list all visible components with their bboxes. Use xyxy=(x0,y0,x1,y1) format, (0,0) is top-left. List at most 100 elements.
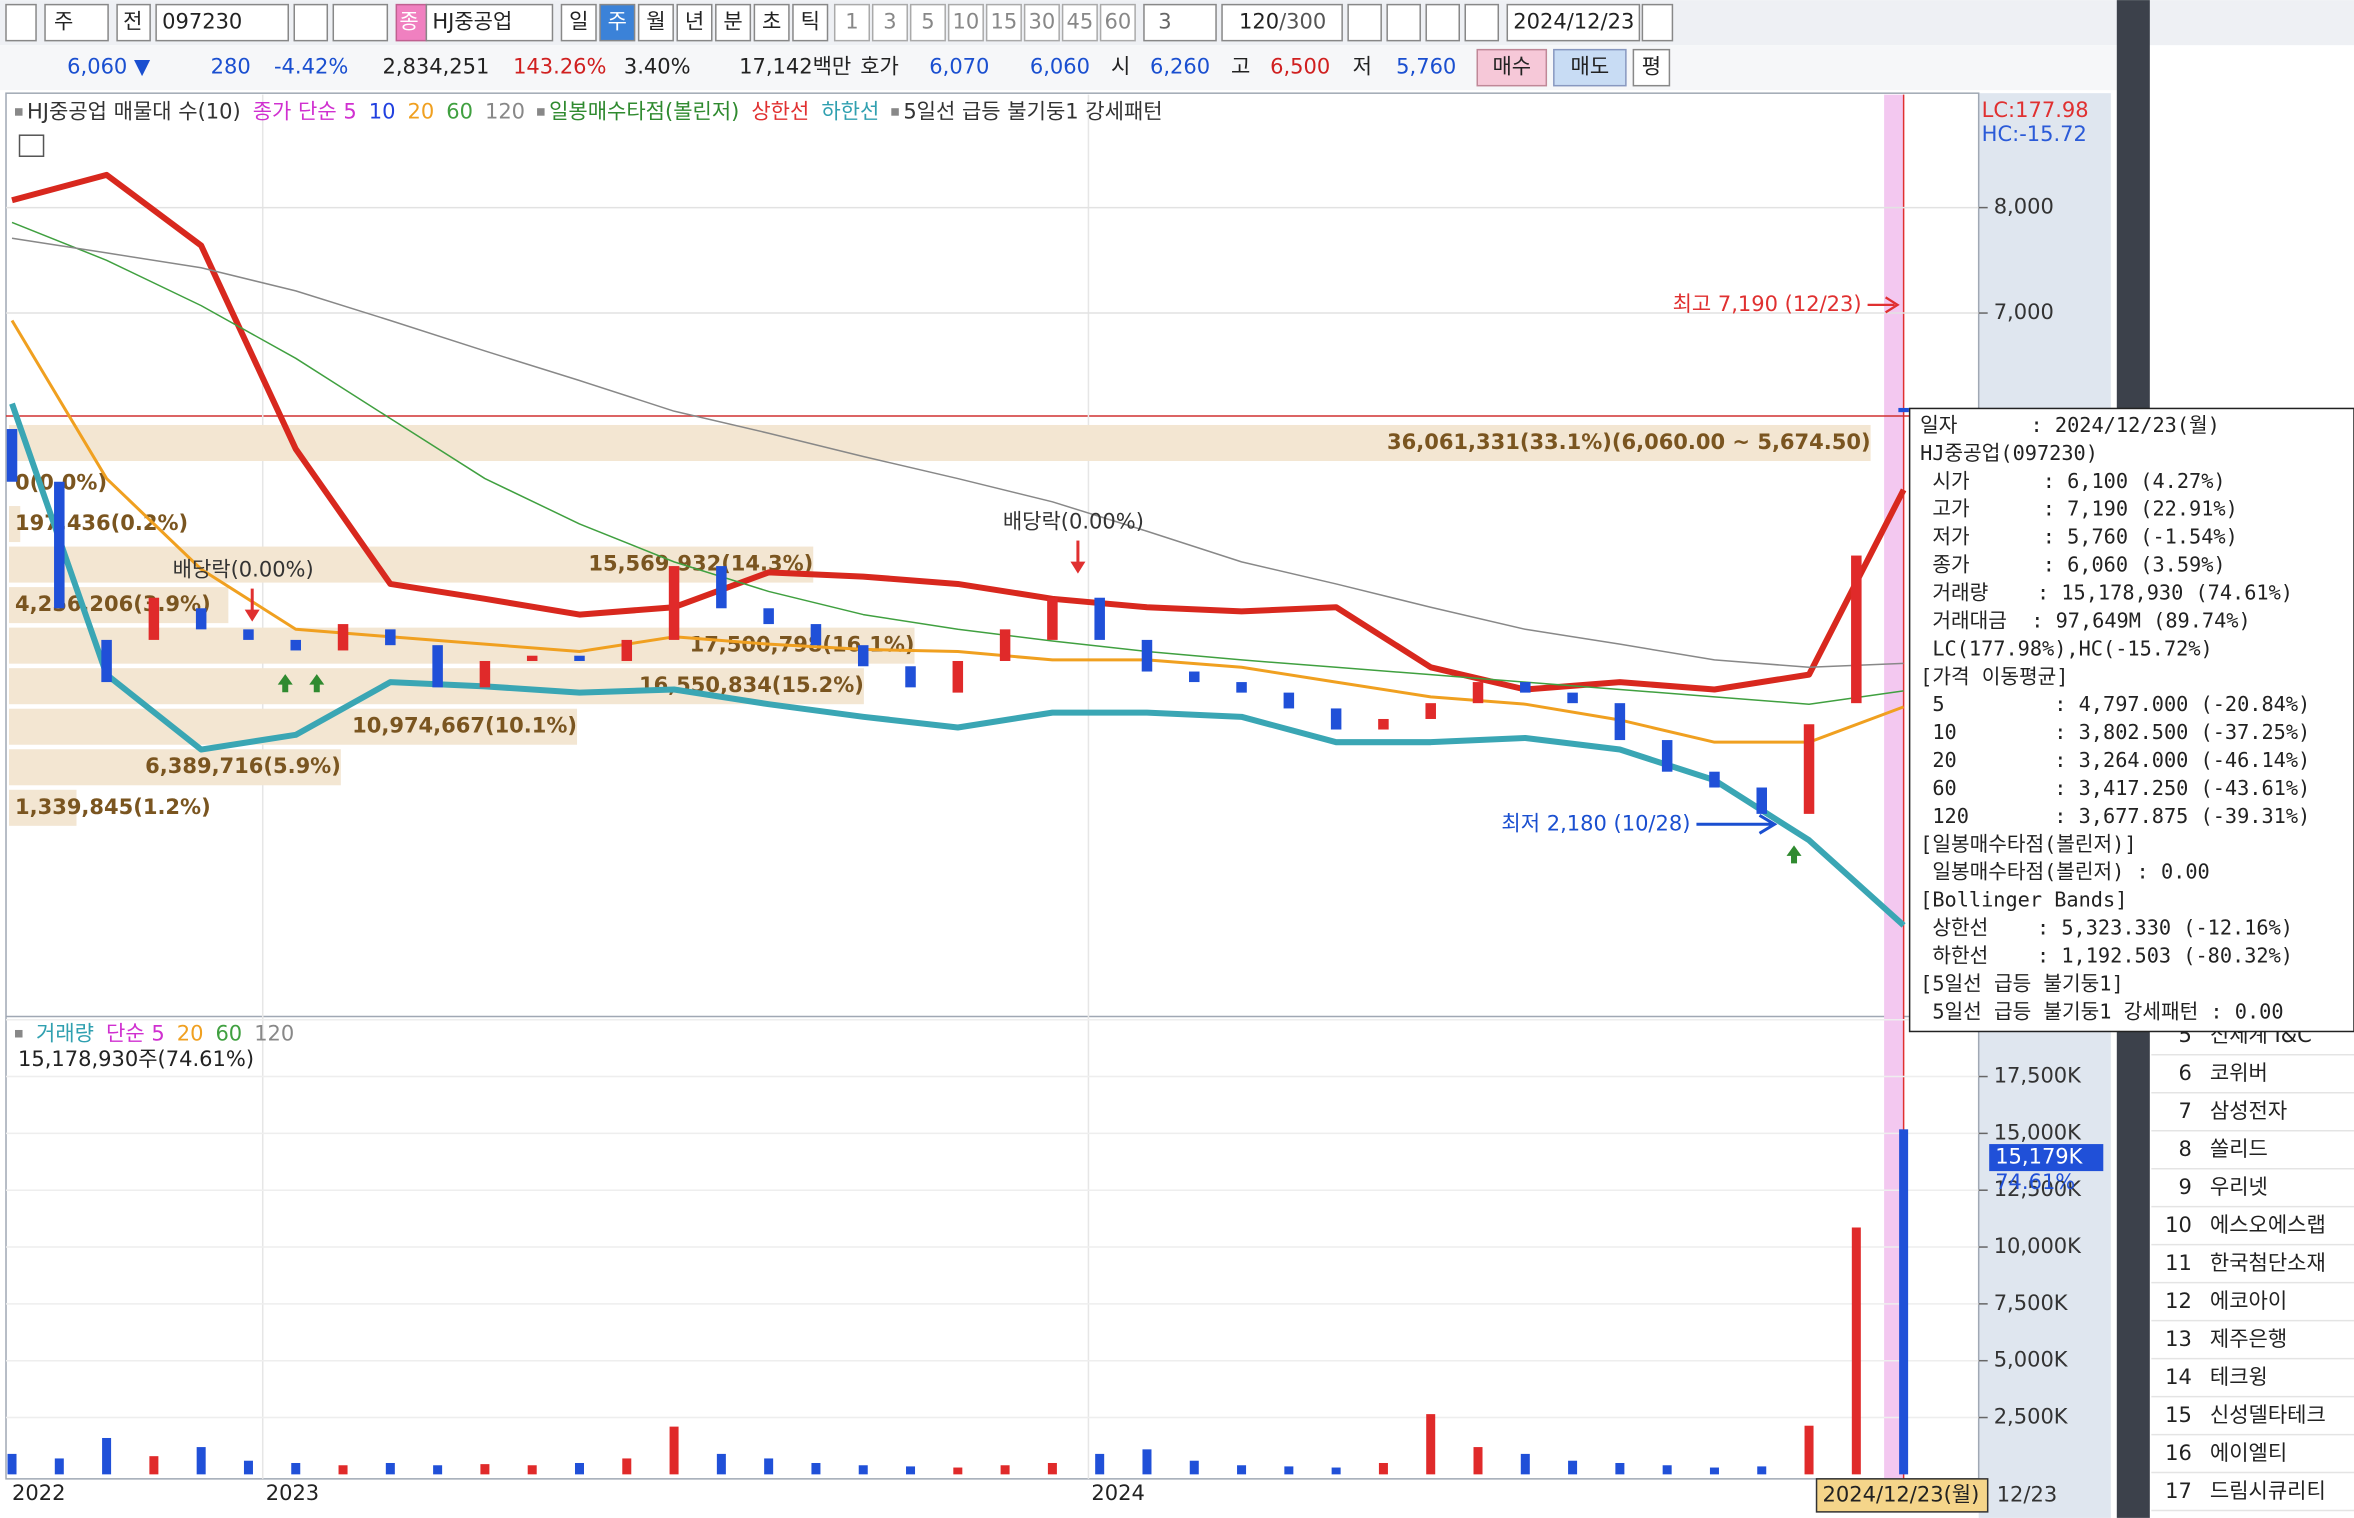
stock-name[interactable]: 제주은행 xyxy=(2210,1326,2287,1351)
arrow-head xyxy=(1070,561,1086,574)
icon-button[interactable] xyxy=(5,3,37,42)
stock-name[interactable]: 쏠리드 xyxy=(2210,1136,2268,1161)
period-button[interactable] xyxy=(676,3,713,42)
volume-bar xyxy=(149,1456,159,1475)
annotation: 배당락(0.00%) xyxy=(173,557,314,582)
minute-button[interactable] xyxy=(1099,3,1136,42)
sound-button[interactable] xyxy=(332,3,389,42)
eval-button[interactable] xyxy=(1632,48,1671,87)
tooltip-line: HJ중공업(097230) xyxy=(1920,441,2098,465)
period-button[interactable] xyxy=(560,3,597,42)
annotation: 배당락(0.00%) xyxy=(1003,509,1144,534)
candle xyxy=(952,660,964,693)
tooltip-line: [Bollinger Bands] xyxy=(1920,888,2127,912)
volume-tick-label: 12,500K xyxy=(1994,1176,2082,1201)
x-label: 2022 xyxy=(12,1480,65,1505)
rank-number[interactable]: 12 xyxy=(2165,1288,2192,1313)
label: 5 xyxy=(921,9,934,34)
rank-number[interactable]: 16 xyxy=(2165,1440,2192,1465)
market-select[interactable] xyxy=(44,3,109,42)
legend-entry: 거래량 xyxy=(36,1020,94,1045)
tool-button[interactable] xyxy=(1464,3,1500,42)
stock-name[interactable]: 드림시큐리티 xyxy=(2210,1478,2326,1503)
period-button[interactable] xyxy=(599,3,636,42)
volume-profile-label: 4,256,206(3.9%) xyxy=(15,591,211,616)
period-button[interactable] xyxy=(753,3,790,42)
rank-number[interactable]: 17 xyxy=(2165,1478,2192,1503)
quote-bg xyxy=(0,45,2117,91)
quote-open: 6,260 xyxy=(1150,54,1210,79)
volume-bar xyxy=(7,1453,17,1475)
sell-label[interactable]: 매도 xyxy=(1571,54,1610,79)
tool-button[interactable] xyxy=(1425,3,1460,42)
interval-select[interactable] xyxy=(1143,3,1217,42)
rank-number[interactable]: 9 xyxy=(2178,1174,2191,1199)
quote-volume-rate: 143.26% xyxy=(513,54,606,79)
period-button[interactable] xyxy=(792,3,829,42)
legend-entry: HJ중공업 매물대 수(10) xyxy=(27,99,241,124)
volume-tick-label: 7,500K xyxy=(1994,1290,2069,1315)
volume-bar xyxy=(1095,1453,1105,1475)
count-input[interactable] xyxy=(1221,3,1343,42)
eval-label[interactable]: 평 xyxy=(1642,54,1661,79)
rank-number[interactable]: 6 xyxy=(2178,1060,2191,1085)
candle xyxy=(857,645,869,667)
sell-button[interactable] xyxy=(1553,48,1627,87)
tooltip-line: LC(177.98%),HC(-15.72%) xyxy=(1920,636,2213,660)
tool-button[interactable] xyxy=(1386,3,1421,42)
volume-tick-label: 5,000K xyxy=(1994,1347,2069,1372)
stock-name[interactable]: 신성델타테크 xyxy=(2210,1402,2326,1427)
date-input[interactable] xyxy=(1506,3,1641,42)
rank-number[interactable]: 7 xyxy=(2178,1098,2191,1123)
candle xyxy=(432,645,443,688)
volume-profile-bar xyxy=(9,708,578,745)
prev-button[interactable] xyxy=(116,3,151,42)
tool-button[interactable] xyxy=(1347,3,1382,42)
name-input[interactable] xyxy=(425,3,554,42)
quote-low: 5,760 xyxy=(1396,54,1456,79)
candle xyxy=(763,608,774,625)
label: HJ중공업 xyxy=(432,9,512,34)
rank-number[interactable]: 11 xyxy=(2165,1250,2192,1275)
x-label: 2024/12/23(월) xyxy=(1823,1481,1980,1506)
volume-profile-bar xyxy=(9,424,1871,461)
buy-signal xyxy=(1786,845,1802,864)
annotation: 최고 7,190 (12/23) xyxy=(1673,291,1862,316)
rank-number[interactable]: 13 xyxy=(2165,1326,2192,1351)
rank-number[interactable]: 8 xyxy=(2178,1136,2191,1161)
period-button[interactable] xyxy=(715,3,752,42)
stock-name[interactable]: 에이엘티 xyxy=(2210,1440,2287,1465)
search-button[interactable] xyxy=(293,3,329,42)
minute-button[interactable] xyxy=(1061,3,1098,42)
calendar-button[interactable] xyxy=(1641,3,1674,42)
stock-name[interactable]: 우리넷 xyxy=(2210,1174,2268,1199)
label: 2024/12/23 xyxy=(1513,9,1634,34)
stock-name[interactable]: 테크윙 xyxy=(2210,1364,2268,1389)
stock-name[interactable]: 코위버 xyxy=(2210,1060,2268,1085)
legend-entry: 20 xyxy=(407,99,434,124)
code-input[interactable] xyxy=(155,3,289,42)
rank-number[interactable]: 15 xyxy=(2165,1402,2192,1427)
minute-button[interactable] xyxy=(947,3,984,42)
minute-button[interactable] xyxy=(871,3,908,42)
rank-number[interactable]: 14 xyxy=(2165,1364,2192,1389)
buy-button[interactable] xyxy=(1476,48,1548,87)
legend-entry: 하한선 xyxy=(821,99,879,124)
stock-name[interactable]: 한국첨단소재 xyxy=(2210,1250,2326,1275)
rank-number[interactable]: 10 xyxy=(2165,1212,2192,1237)
stock-name[interactable]: 삼성전자 xyxy=(2210,1098,2287,1123)
candle xyxy=(1283,692,1295,709)
tooltip-line: 저가 : 5,760 (-1.54%) xyxy=(1920,525,2238,549)
quote-high-label: 고 xyxy=(1231,54,1250,79)
stock-name[interactable]: 에스오에스랩 xyxy=(2210,1212,2326,1237)
volume-bar xyxy=(1473,1447,1483,1475)
candle xyxy=(1709,771,1720,788)
minute-button[interactable] xyxy=(985,3,1022,42)
stock-name[interactable]: 에코아이 xyxy=(2210,1288,2287,1313)
candle xyxy=(1614,703,1626,741)
period-button[interactable] xyxy=(637,3,674,42)
minute-button[interactable] xyxy=(1023,3,1060,42)
buy-label[interactable]: 매수 xyxy=(1492,54,1531,79)
minute-button[interactable] xyxy=(833,3,870,42)
minute-button[interactable] xyxy=(909,3,946,42)
